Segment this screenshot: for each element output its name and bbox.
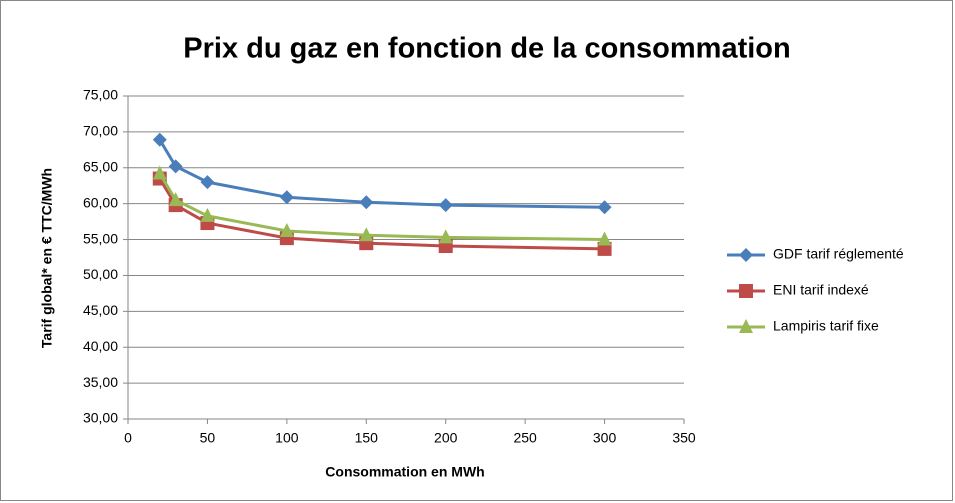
y-tick-label: 65,00 [83, 158, 118, 174]
data-point [279, 222, 294, 237]
legend-label: ENI tarif indexé [773, 282, 869, 298]
y-tick-label: 75,00 [83, 87, 118, 103]
data-point [597, 200, 612, 215]
x-tick-label: 150 [355, 430, 379, 446]
legend-label: GDF tarif réglementé [773, 246, 904, 262]
data-point [200, 207, 215, 222]
x-tick-label: 100 [275, 430, 299, 446]
data-point [152, 132, 167, 147]
legend-marker [739, 284, 753, 298]
y-tick-label: 35,00 [83, 374, 118, 390]
data-point [359, 195, 374, 210]
y-tick-label: 40,00 [83, 338, 118, 354]
x-tick-label: 50 [200, 430, 216, 446]
data-point [152, 165, 167, 180]
x-tick-label: 350 [672, 430, 696, 446]
y-tick-label: 30,00 [83, 410, 118, 426]
y-tick-label: 55,00 [83, 230, 118, 246]
y-tick-label: 45,00 [83, 302, 118, 318]
x-tick-label: 300 [593, 430, 617, 446]
y-tick-label: 60,00 [83, 194, 118, 210]
data-point [438, 198, 453, 213]
data-point [359, 227, 374, 242]
data-point [200, 175, 215, 190]
x-tick-label: 200 [434, 430, 458, 446]
data-point [279, 190, 294, 205]
legend-label: Lampiris tarif fixe [773, 318, 879, 334]
y-tick-label: 50,00 [83, 266, 118, 282]
legend-marker [739, 248, 753, 262]
chart-title: Prix du gaz en fonction de la consommati… [183, 33, 790, 65]
y-tick-label: 70,00 [83, 123, 118, 139]
data-point [168, 192, 183, 207]
data-point [168, 159, 183, 174]
data-point [597, 231, 612, 246]
legend-marker [739, 319, 753, 333]
data-point [438, 229, 453, 244]
y-axis-title: Tarif global* en € TTC/MWh [39, 168, 55, 348]
x-tick-label: 0 [124, 430, 132, 446]
x-tick-label: 250 [513, 430, 537, 446]
x-axis-title: Consommation en MWh [325, 464, 484, 480]
